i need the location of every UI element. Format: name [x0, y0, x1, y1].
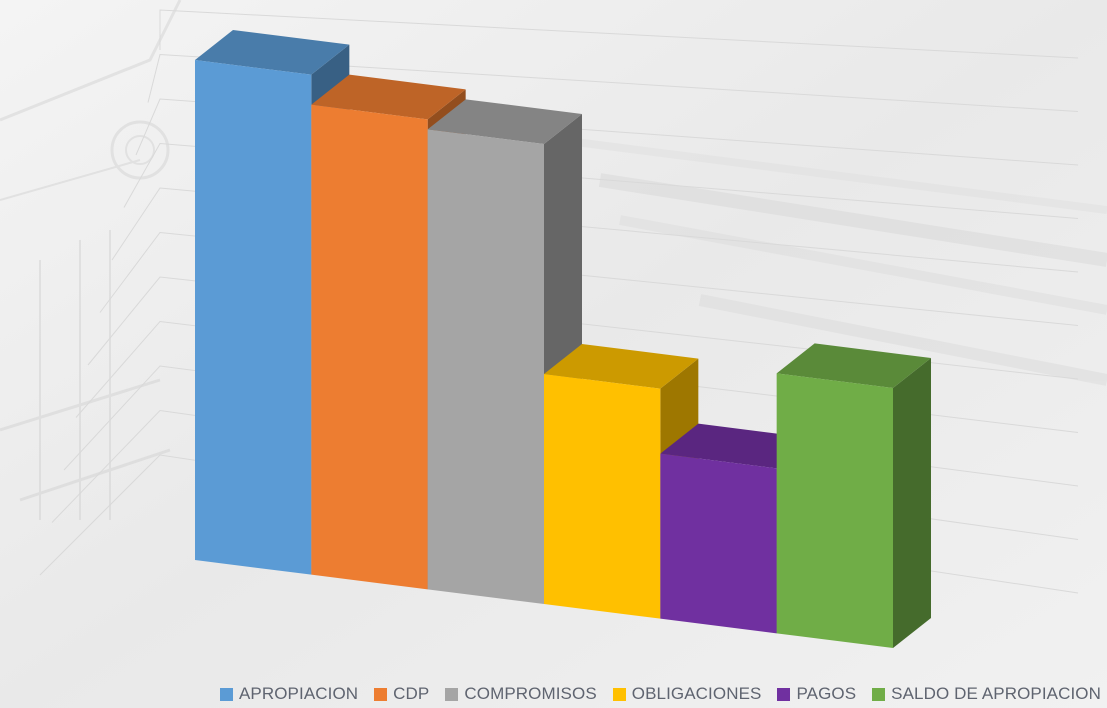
- gridline: [87, 276, 1079, 380]
- bar-top-face: [776, 343, 931, 388]
- gridline: [135, 98, 1079, 166]
- legend-label: COMPROMISOS: [464, 684, 597, 703]
- legend-label: SALDO DE APROPIACION: [891, 684, 1101, 703]
- bar-top-face: [544, 344, 699, 389]
- legend-swatch: [445, 687, 459, 701]
- chart-plot: [39, 9, 1079, 648]
- legend-item: CDP: [374, 684, 429, 704]
- legend-label: APROPIACION: [238, 684, 359, 703]
- bar-obligaciones: [544, 344, 699, 619]
- gridline: [111, 187, 1079, 273]
- legend-swatch: [374, 687, 388, 701]
- legend-item: SALDO DE APROPIACION: [872, 684, 1101, 704]
- legend-label: PAGOS: [796, 684, 857, 703]
- bar-top-face: [427, 99, 582, 144]
- legend-item: OBLIGACIONES: [612, 684, 762, 704]
- bar-side-face: [893, 358, 931, 648]
- bar-front-face: [544, 374, 661, 619]
- legend-label: CDP: [393, 684, 430, 703]
- legend-label: OBLIGACIONES: [631, 684, 762, 703]
- bar-top-face: [311, 74, 466, 120]
- legend-swatch: [612, 687, 626, 701]
- legend-item: PAGOS: [777, 684, 856, 704]
- bar-front-face: [660, 453, 777, 634]
- bar-front-face: [311, 104, 428, 590]
- bar-top-face: [660, 423, 815, 469]
- chart-legend: APROPIACION CDP COMPROMISOS OBLIGACIONES PAG…: [0, 680, 1107, 708]
- legend-swatch: [872, 687, 886, 701]
- gridline: [123, 142, 1079, 219]
- legend-swatch: [219, 687, 233, 701]
- gridline: [75, 320, 1079, 433]
- gridline: [147, 53, 1079, 112]
- legend-item: APROPIACION: [219, 684, 359, 704]
- bar-front-face: [195, 60, 312, 575]
- gridline: [99, 231, 1079, 326]
- bars: [195, 30, 931, 648]
- bar-saldo-de-apropiacion: [776, 343, 931, 648]
- bar-top-face: [195, 30, 350, 75]
- gridline: [159, 9, 1079, 59]
- legend-item: COMPROMISOS: [445, 684, 597, 704]
- bar-front-face: [776, 373, 893, 648]
- legend-swatch: [777, 687, 791, 701]
- bar-front-face: [427, 129, 544, 605]
